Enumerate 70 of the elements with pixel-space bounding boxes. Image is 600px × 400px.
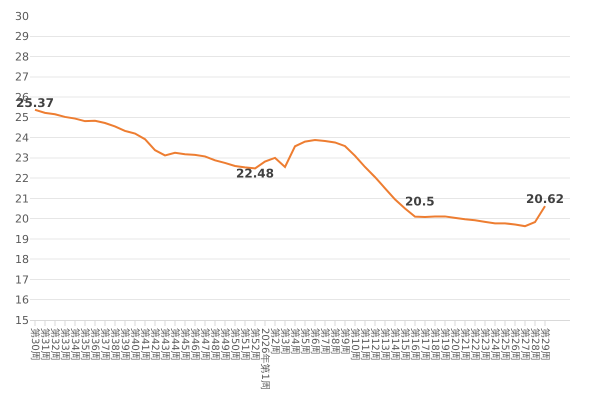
y-tick-label: 20 [15, 212, 29, 226]
y-tick-label: 24 [15, 131, 29, 144]
x-tick-label: 第6周 [308, 328, 321, 354]
y-tick-label: 22 [15, 172, 29, 185]
x-tick-label: 第41周 [138, 328, 151, 361]
y-tick-label: 18 [15, 253, 29, 266]
x-tick-label: 第49周 [218, 328, 231, 361]
y-tick-label: 30 [15, 10, 29, 23]
x-tick-label: 第13周 [378, 328, 391, 361]
x-tick-label: 第52周 [248, 328, 261, 361]
x-tick-label: 第44周 [168, 328, 181, 361]
x-tick-label: 第10周 [348, 328, 361, 361]
x-tick-label: 第9周 [338, 328, 351, 354]
x-tick-label: 第34周 [68, 328, 81, 361]
x-tick-label: 第17周 [418, 328, 431, 361]
data-label: 22.48 [236, 166, 274, 180]
y-tick-label: 28 [15, 50, 29, 64]
y-tick-label: 16 [15, 294, 29, 307]
x-tick-label: 第28周 [528, 328, 541, 361]
x-tick-label: 第42周 [148, 328, 161, 361]
x-tick-label: 第40周 [128, 328, 141, 361]
y-tick-label: 27 [15, 70, 29, 84]
x-tick-label: 第48周 [208, 328, 221, 361]
x-tick-label: 第20周 [448, 328, 461, 361]
x-tick-label: 第16周 [408, 328, 421, 361]
y-tick-label: 15 [15, 314, 29, 327]
x-tick-label: 第25周 [498, 328, 511, 361]
x-tick-label: 第43周 [158, 328, 171, 361]
x-tick-label: 第11周 [358, 328, 371, 361]
x-tick-label: 第19周 [438, 328, 451, 361]
x-tick-label: 第18周 [428, 328, 441, 361]
x-tick-label: 第37周 [98, 328, 111, 361]
x-tick-label: 第27周 [518, 328, 531, 361]
x-tick-label: 第50周 [228, 328, 241, 361]
x-tick-label: 第24周 [488, 328, 501, 361]
x-tick-label: 第2周 [268, 328, 281, 354]
y-tick-label: 19 [15, 232, 29, 246]
x-tick-label: 第39周 [118, 328, 131, 361]
x-tick-label: 第47周 [198, 328, 211, 361]
x-tick-label: 第23周 [478, 328, 491, 361]
data-label: 20.5 [405, 194, 435, 209]
y-tick-label: 29 [15, 30, 29, 44]
y-tick-label: 21 [15, 192, 29, 206]
x-tick-label: 第21周 [458, 328, 471, 361]
x-tick-label: 2026年第1周 [258, 328, 271, 390]
x-tick-label: 第46周 [188, 328, 201, 361]
x-tick-label: 第32周 [48, 328, 61, 361]
x-tick-label: 第36周 [88, 328, 101, 361]
x-tick-label: 第3周 [278, 328, 291, 354]
x-tick-label: 第30周 [28, 328, 41, 361]
y-tick-label: 17 [15, 273, 29, 286]
x-tick-label: 第4周 [288, 328, 301, 354]
x-tick-label: 第29周 [538, 328, 551, 361]
x-tick-label: 第33周 [58, 328, 71, 361]
x-tick-label: 第45周 [178, 328, 191, 361]
x-tick-label: 第5周 [298, 328, 311, 354]
x-tick-label: 第35周 [78, 328, 91, 361]
x-tick-label: 第51周 [238, 328, 251, 361]
data-label: 20.62 [526, 192, 564, 206]
x-tick-label: 第15周 [398, 328, 411, 361]
x-tick-label: 第7周 [318, 328, 331, 354]
x-tick-label: 第31周 [38, 328, 51, 361]
y-tick-label: 23 [15, 152, 29, 165]
x-tick-label: 第38周 [108, 328, 121, 361]
x-tick-label: 第22周 [468, 328, 481, 361]
x-tick-label: 第14周 [388, 328, 401, 361]
x-tick-label: 第8周 [328, 328, 341, 354]
x-tick-label: 第26周 [508, 328, 521, 361]
y-tick-label: 25 [15, 111, 29, 124]
x-tick-label: 第12周 [368, 328, 381, 361]
